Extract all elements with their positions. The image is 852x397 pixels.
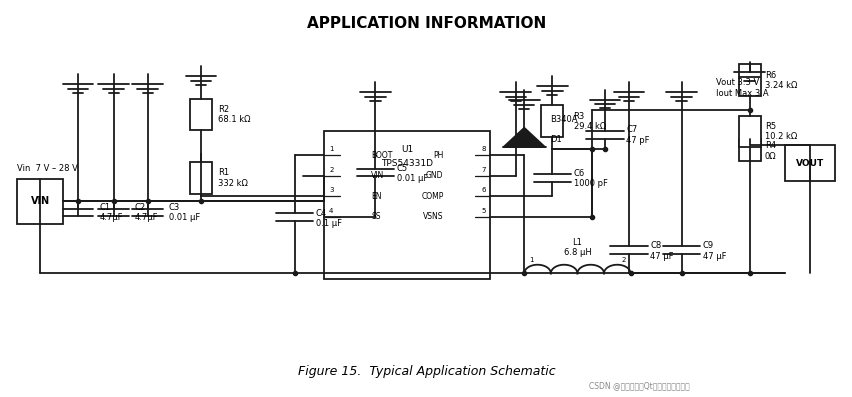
- Text: C2
4.7μF: C2 4.7μF: [135, 203, 158, 222]
- Text: 3: 3: [329, 187, 333, 193]
- Polygon shape: [503, 127, 545, 147]
- Bar: [324, 131, 490, 279]
- Text: BOOT: BOOT: [371, 150, 392, 160]
- Text: C7
47 pF: C7 47 pF: [625, 125, 649, 145]
- Text: APPLICATION INFORMATION: APPLICATION INFORMATION: [307, 15, 545, 31]
- Text: VOUT: VOUT: [795, 158, 823, 168]
- Text: C4
0.1 μF: C4 0.1 μF: [315, 208, 342, 228]
- Text: C3
0.01 μF: C3 0.01 μF: [169, 203, 200, 222]
- Text: R1
332 kΩ: R1 332 kΩ: [218, 168, 248, 187]
- Text: R5
10.2 kΩ: R5 10.2 kΩ: [764, 122, 797, 141]
- Text: 6: 6: [481, 187, 485, 193]
- Text: VIN: VIN: [31, 197, 49, 206]
- Bar: [785, 145, 833, 181]
- Bar: [190, 99, 212, 131]
- Bar: [541, 106, 562, 137]
- Text: Vout 3.3 V
Iout Max 3 A: Vout 3.3 V Iout Max 3 A: [715, 79, 768, 98]
- Text: CSDN @长沙红胖子Qt（长沙创微智科）: CSDN @长沙红胖子Qt（长沙创微智科）: [588, 381, 688, 390]
- Text: 8: 8: [481, 146, 485, 152]
- Text: Vin  7 V – 28 V: Vin 7 V – 28 V: [17, 164, 78, 173]
- Text: C8
47 μF: C8 47 μF: [649, 241, 673, 261]
- Text: C6
1000 pF: C6 1000 pF: [573, 169, 607, 188]
- Text: R6
3.24 kΩ: R6 3.24 kΩ: [764, 71, 797, 90]
- Text: 2: 2: [329, 167, 333, 173]
- Text: L1
6.8 μH: L1 6.8 μH: [563, 238, 590, 258]
- Text: 1: 1: [329, 146, 333, 152]
- Text: C1
4.7μF: C1 4.7μF: [99, 203, 123, 222]
- Bar: [17, 179, 63, 224]
- Text: R2
68.1 kΩ: R2 68.1 kΩ: [218, 105, 250, 124]
- Text: PH: PH: [433, 150, 443, 160]
- Text: TPS54331D: TPS54331D: [381, 159, 433, 168]
- Text: 2: 2: [621, 256, 625, 262]
- Text: GND: GND: [425, 171, 443, 180]
- Text: D1: D1: [550, 135, 561, 144]
- Text: Figure 15.  Typical Application Schematic: Figure 15. Typical Application Schematic: [297, 366, 555, 378]
- Text: VIN: VIN: [371, 171, 384, 180]
- Text: C5
0.01 μF: C5 0.01 μF: [396, 164, 428, 183]
- Text: VSNS: VSNS: [423, 212, 443, 221]
- Text: R3
29.4 kΩ: R3 29.4 kΩ: [573, 112, 605, 131]
- Text: EN: EN: [371, 192, 382, 200]
- Text: C9
47 μF: C9 47 μF: [702, 241, 725, 261]
- Bar: [190, 162, 212, 194]
- Text: U1: U1: [400, 145, 413, 154]
- Text: 4: 4: [329, 208, 333, 214]
- Text: 1: 1: [528, 256, 532, 262]
- Bar: [738, 116, 760, 147]
- Text: B340A: B340A: [550, 115, 577, 124]
- Text: 7: 7: [481, 167, 485, 173]
- Text: COMP: COMP: [421, 192, 443, 200]
- Bar: [738, 139, 760, 161]
- Text: SS: SS: [371, 212, 380, 221]
- Text: R4
0Ω: R4 0Ω: [764, 141, 775, 161]
- Bar: [738, 64, 760, 96]
- Text: 5: 5: [481, 208, 485, 214]
